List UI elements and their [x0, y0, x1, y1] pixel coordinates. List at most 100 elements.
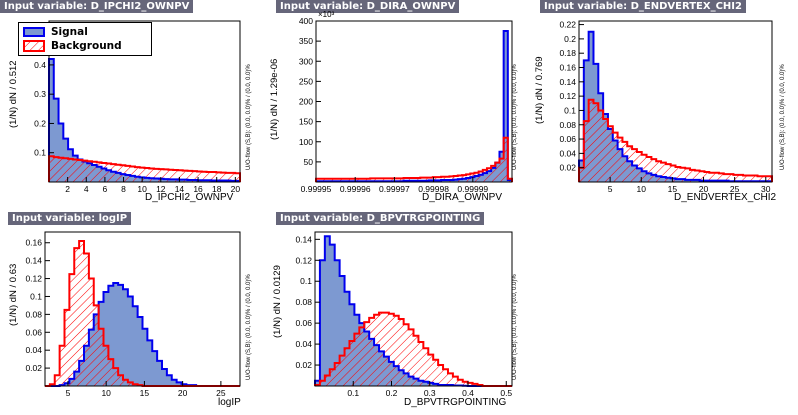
histogram-plot: 5 10 15 20 25 0.02 0.04 0.06 0.08 0.1 0.12 0.14 0.16: [25, 231, 241, 398]
signal-line: [315, 30, 513, 183]
panel-title: Input variable: logIP: [8, 212, 132, 225]
axes-frame: [314, 231, 513, 387]
x-tick-label: 0.99999: [457, 184, 488, 194]
x-tick-label: 0.99996: [340, 184, 371, 194]
x-tick-label: 12: [156, 184, 166, 194]
y-tick-label: 0.08: [559, 120, 576, 130]
y-tick-label: 0.22: [559, 20, 576, 30]
y-tick-label: 100: [299, 137, 313, 147]
x-tick-label: 25: [216, 388, 226, 398]
y-tick-label: 0.4: [34, 60, 46, 70]
chart-panel-ipchi2: Input variable: D_IPCHI2_OWNPV (1/N) dN …: [0, 0, 266, 208]
panel-title: Input variable: D_IPCHI2_OWNPV: [0, 0, 194, 13]
x-tick-label: 14: [175, 184, 185, 194]
y-tick-label: 0.1: [300, 276, 312, 286]
x-tick-label: 2: [65, 184, 70, 194]
axes-frame: [44, 231, 241, 387]
x-axis-label: D_DIRA_OWNPV: [422, 192, 503, 203]
x-axis-label: D_ENDVERTEX_CHI2: [674, 192, 777, 203]
axes-frame: [48, 20, 241, 183]
x-tick-label: 18: [212, 184, 222, 194]
y-tick-label: 0.02: [559, 163, 576, 173]
y-tick-label: 0.14: [559, 77, 576, 87]
y-tick-label: 0.2: [564, 34, 576, 44]
chart-panel-logip: Input variable: logIP (1/N) dN / 0.63 U/…: [0, 208, 266, 415]
x-tick-label: 20: [699, 184, 709, 194]
y-tick-label: 150: [299, 117, 313, 127]
x-tick-label: 10: [101, 388, 111, 398]
x-tick-label: 0.5: [500, 388, 512, 398]
x-tick-label: 10: [637, 184, 647, 194]
x-tick-label: 25: [730, 184, 740, 194]
y-tick-label: 0.14: [25, 256, 42, 266]
axes-frame: [578, 20, 773, 183]
x-tick-label: 0.2: [386, 388, 398, 398]
panel-title: Input variable: D_BPVTRGPOINTING: [276, 212, 485, 225]
y-tick-label: 0.06: [295, 318, 312, 328]
legend: Signal Background: [18, 22, 152, 56]
y-tick-label: 0.02: [25, 363, 42, 373]
x-tick-label: 20: [231, 184, 241, 194]
y-tick-label: 0.06: [559, 134, 576, 144]
histogram-plot: 0.1 0.2 0.3 0.4 0.5 0.02 0.04 0.06 0.08 0.1 0.12 0.…: [295, 231, 513, 398]
histogram-plot: 5 10 15 20 25 30 0.02 0.04 0.06 0.08 0.1 0.12 0.14 0.…: [559, 20, 773, 194]
background-hatch: [316, 137, 512, 182]
y-tick-label: 400: [299, 16, 313, 26]
x-tick-label: 10: [137, 184, 147, 194]
y-tick-label: 0.12: [25, 274, 42, 284]
y-tick-label: 0.08: [295, 297, 312, 307]
x-tick-label: 20: [178, 388, 188, 398]
x-tick-label: 6: [103, 184, 108, 194]
x-tick-label: 0.99997: [379, 184, 410, 194]
y-tick-label: 0.12: [559, 91, 576, 101]
x-tick-label: 0.99995: [301, 184, 332, 194]
plot-area: [316, 21, 512, 182]
background-line: [578, 98, 773, 182]
x-tick-label: 5: [66, 388, 71, 398]
y-tick-label: 0.04: [295, 339, 312, 349]
y-tick-label: 0.16: [25, 238, 42, 248]
legend-signal-label: Signal: [51, 26, 88, 38]
chart-panel-dira: Input variable: D_DIRA_OWNPV (1/N) dN / …: [266, 0, 532, 208]
x-tick-label: 0.3: [424, 388, 436, 398]
y-axis-exponent: ×10³: [318, 10, 335, 19]
y-tick-label: 0.04: [559, 148, 576, 158]
x-tick-label: 0.99998: [418, 184, 449, 194]
y-tick-label: 0.3: [34, 89, 46, 99]
y-tick-label: 0.02: [295, 360, 312, 370]
panel-title: Input variable: D_ENDVERTEX_CHI2: [540, 0, 746, 13]
y-tick-label: 0.1: [34, 148, 46, 158]
y-tick-label: 0.06: [25, 327, 42, 337]
y-tick-label: 0.14: [295, 234, 312, 244]
y-tick-label: 300: [299, 56, 313, 66]
y-tick-label: 0.1: [30, 291, 42, 301]
x-tick-label: 15: [140, 388, 150, 398]
y-tick-label: 0.04: [25, 345, 42, 355]
panel-title: Input variable: D_DIRA_OWNPV: [276, 0, 460, 13]
chart-panel-endvertex: Input variable: D_ENDVERTEX_CHI2 (1/N) d…: [532, 0, 798, 208]
y-tick-label: 0.1: [564, 105, 576, 115]
chart-panel-bpvtrgpointing: Input variable: D_BPVTRGPOINTING (1/N) d…: [266, 208, 532, 415]
y-tick-label: 350: [299, 36, 313, 46]
background-hatch: [45, 240, 240, 386]
y-tick-label: 0.2: [34, 118, 46, 128]
y-tick-label: 0.16: [559, 63, 576, 73]
signal-swatch: [23, 27, 45, 37]
x-tick-label: 30: [761, 184, 771, 194]
y-tick-label: 200: [299, 97, 313, 107]
x-axis-label: D_IPCHI2_OWNPV: [145, 192, 234, 203]
background-swatch: [23, 40, 45, 52]
x-tick-label: 8: [121, 184, 126, 194]
signal-line: [48, 58, 241, 182]
y-tick-label: 0.18: [559, 48, 576, 58]
y-tick-label: 0.12: [295, 255, 312, 265]
background-line: [48, 155, 241, 182]
x-tick-label: 15: [668, 184, 678, 194]
background-line: [315, 136, 513, 182]
x-axis-label: logIP: [218, 397, 241, 408]
x-tick-label: 5: [608, 184, 613, 194]
x-tick-label: 4: [84, 184, 89, 194]
x-tick-label: 0.1: [347, 388, 359, 398]
histogram-plot: 0.99995 0.99996 0.99997 0.99998 0.99999 50 100…: [299, 16, 513, 194]
y-tick-label: 250: [299, 76, 313, 86]
